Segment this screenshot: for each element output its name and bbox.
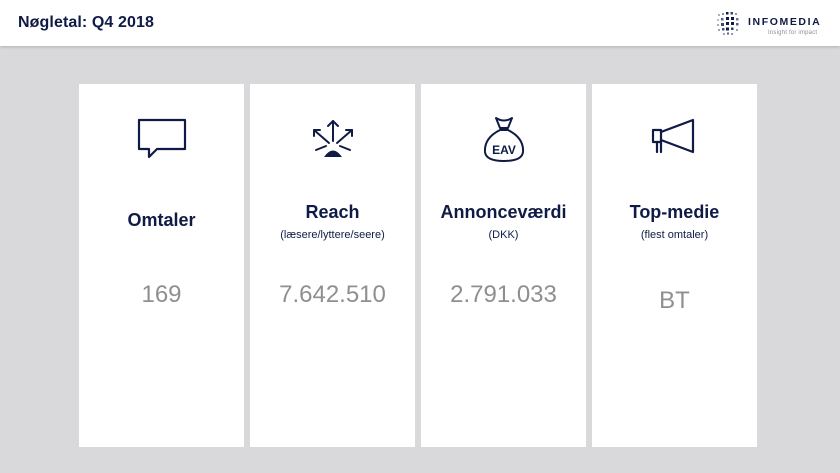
broadcast-arrows-icon [312, 120, 353, 157]
kpi-label: Top-medie [629, 202, 720, 222]
brand-logo: INFOMEDIA Insight for impact [716, 11, 828, 39]
brand-tagline: Insight for impact [768, 30, 818, 36]
speech-bubble-icon [137, 118, 186, 159]
kpi-card-annoncevaerdi: EAV Annonceværdi (DKK) 2.791.033 [421, 84, 586, 447]
kpi-value: BT [659, 287, 690, 314]
kpi-label: Annonceværdi [440, 202, 567, 222]
megaphone-icon [651, 118, 694, 154]
kpi-label: Reach [305, 202, 360, 222]
brand-name: INFOMEDIA [748, 16, 822, 28]
kpi-card-top-medie: Top-medie (flest omtaler) BT [592, 84, 757, 447]
kpi-sublabel: (læsere/lyttere/seere) [280, 229, 385, 241]
kpi-card-reach: Reach (læsere/lyttere/seere) 7.642.510 [250, 84, 415, 447]
kpi-value: 2.791.033 [450, 281, 557, 308]
kpi-sublabel: (flest omtaler) [640, 229, 709, 241]
kpi-label: Omtaler [127, 210, 196, 230]
eav-icon-text: EAV [492, 143, 516, 157]
kpi-sublabel: (DKK) [488, 229, 519, 241]
kpi-card-omtaler: Omtaler 169 [79, 84, 244, 447]
money-bag-eav-icon: EAV [483, 117, 524, 162]
page-title: Nøgletal: Q4 2018 [18, 14, 154, 31]
kpi-value: 7.642.510 [279, 281, 386, 308]
header-bar: Nøgletal: Q4 2018 [0, 0, 840, 46]
kpi-value: 169 [141, 281, 182, 308]
infomedia-logo-icon [717, 12, 739, 35]
